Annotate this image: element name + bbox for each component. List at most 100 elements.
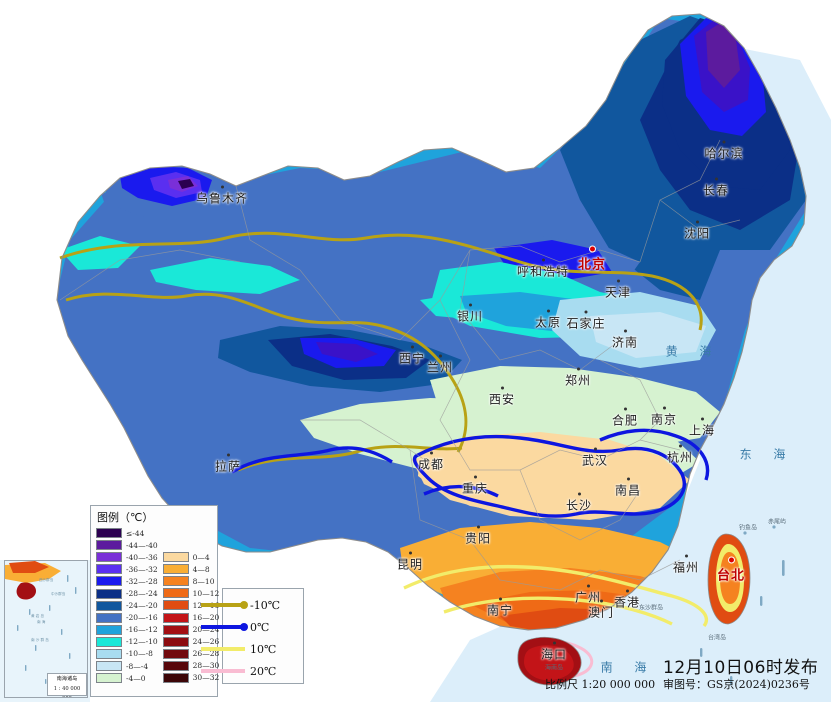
city-label: 昆明 <box>397 551 423 573</box>
legend-row: 28—30 <box>162 660 220 672</box>
city-name: 南宁 <box>486 603 514 618</box>
city-name: 天津 <box>604 285 632 300</box>
legend-row: -32—-28 <box>96 575 158 587</box>
city-marker-dot <box>593 447 597 451</box>
city-name: 澳门 <box>587 605 615 620</box>
isotherm-legend-row: 20℃ <box>201 660 303 682</box>
taiwan-island <box>707 533 751 625</box>
map-scale: 比例尺 1:20 000 000 <box>545 678 656 691</box>
city-label: 天津 <box>604 279 632 301</box>
legend-color-swatch <box>96 540 122 551</box>
legend-color-swatch <box>162 624 189 635</box>
city-label: 上海 <box>688 417 716 439</box>
city-marker-dot <box>616 279 620 283</box>
city-name: 乌鲁木齐 <box>195 191 249 206</box>
legend-color-swatch <box>96 661 122 672</box>
legend-row: 26—28 <box>162 648 220 660</box>
isotherm-line-sample <box>201 669 245 673</box>
legend-range-label: 26—28 <box>192 649 220 659</box>
city-name: 呼和浩特 <box>516 264 570 279</box>
legend-color-swatch <box>162 576 189 587</box>
legend-row: ≤-44 <box>96 527 158 539</box>
city-marker-dot <box>552 641 556 645</box>
legend-row: -16—-12 <box>96 624 158 636</box>
city-name: 兰州 <box>426 360 454 375</box>
legend-range-label: 10—12 <box>192 588 220 598</box>
city-label: 南昌 <box>615 477 641 499</box>
city-label: 合肥 <box>612 407 638 429</box>
legend-row: -36—-32 <box>96 563 158 575</box>
city-marker-dot <box>678 444 682 448</box>
city-label: 香港 <box>614 589 640 611</box>
legend-range-label: -8—-4 <box>126 661 149 671</box>
city-marker-dot <box>722 140 726 144</box>
legend-range-label: -4—0 <box>126 673 146 683</box>
city-name: 济南 <box>611 335 639 350</box>
sea-label: 黄 海 <box>665 344 721 359</box>
city-name: 福州 <box>672 560 700 575</box>
province-borders <box>59 139 741 591</box>
city-name: 重庆 <box>461 481 489 496</box>
legend-range-label: 28—30 <box>192 661 220 671</box>
city-label: 杭州 <box>667 444 693 466</box>
city-name: 拉萨 <box>214 459 242 474</box>
isotherm-value-label: 20℃ <box>250 664 277 678</box>
city-marker-dot <box>626 477 630 481</box>
legend-range-label: -10—-8 <box>126 649 153 659</box>
legend-range-label: -40—-36 <box>126 552 158 562</box>
city-marker-dot <box>700 417 704 421</box>
city-label: 成都 <box>417 451 445 473</box>
svg-text:黄 岩 岛: 黄 岩 岛 <box>31 613 44 618</box>
city-name: 武汉 <box>581 453 609 468</box>
city-label: 乌鲁木齐 <box>195 185 249 207</box>
legend-row: -20—-16 <box>96 612 158 624</box>
legend-range-label: 16—20 <box>192 613 220 623</box>
legend-range-label: 8—10 <box>192 576 215 586</box>
isotherm-contours <box>59 231 710 679</box>
city-label: 石家庄 <box>566 310 605 332</box>
city-label: 福州 <box>672 554 700 576</box>
legend-range-label: -32—-28 <box>126 576 158 586</box>
city-marker-dot <box>500 386 504 390</box>
city-name: 上海 <box>688 423 716 438</box>
city-name: 成都 <box>417 457 445 472</box>
city-marker-dot <box>576 367 580 371</box>
legend-color-swatch <box>162 660 189 671</box>
legend-color-swatch <box>96 648 122 659</box>
minor-geo-label: 海南岛 <box>544 664 564 672</box>
city-label: 长沙 <box>566 492 592 514</box>
city-name: 西安 <box>488 392 516 407</box>
legend-row: 4—8 <box>162 563 220 575</box>
city-name: 哈尔滨 <box>704 146 744 161</box>
city-marker-dot <box>714 177 718 181</box>
minor-geo-label: 赤尾屿 <box>767 518 787 526</box>
legend-color-swatch <box>96 528 122 539</box>
legend-color-swatch <box>96 612 122 623</box>
city-marker-dot <box>623 407 627 411</box>
city-marker-dot <box>586 584 590 588</box>
city-marker-dot <box>541 258 545 262</box>
isotherm-value-label: 10℃ <box>250 642 277 656</box>
legend-range-label: -20—-16 <box>126 613 158 623</box>
isotherm-line-sample <box>201 647 245 651</box>
city-marker-dot <box>226 453 230 457</box>
legend-range-label: -12—-10 <box>126 637 158 647</box>
legend-row: 0—4 <box>162 551 220 563</box>
isotherm-line-sample <box>201 601 248 609</box>
legend-range-label: ≤-44 <box>126 528 145 538</box>
legend-color-swatch <box>96 564 122 575</box>
city-marker-dot <box>546 309 550 313</box>
isotherm-legend-row: -10℃ <box>201 594 303 616</box>
south-china-sea-inset: 西沙群岛 中沙群岛 黄 岩 岛 南 沙 群 岛 南 海 南海诸岛 1 : 40 … <box>4 560 88 698</box>
legend-color-swatch <box>162 648 189 659</box>
city-marker-dot <box>429 451 433 455</box>
city-label: 西宁 <box>399 345 425 367</box>
temperature-legend: 图例（℃） ≤-44 -44—-40 -40—-36 -36—-32 -32—-28 -2… <box>90 505 220 697</box>
legend-row: -28—-24 <box>96 587 158 599</box>
city-marker-dot <box>584 310 588 314</box>
legend-row: 8—10 <box>162 575 220 587</box>
city-name: 银川 <box>456 309 484 324</box>
city-label: 长春 <box>703 177 729 199</box>
city-label: 哈尔滨 <box>704 140 744 162</box>
legend-color-swatch <box>162 552 189 563</box>
